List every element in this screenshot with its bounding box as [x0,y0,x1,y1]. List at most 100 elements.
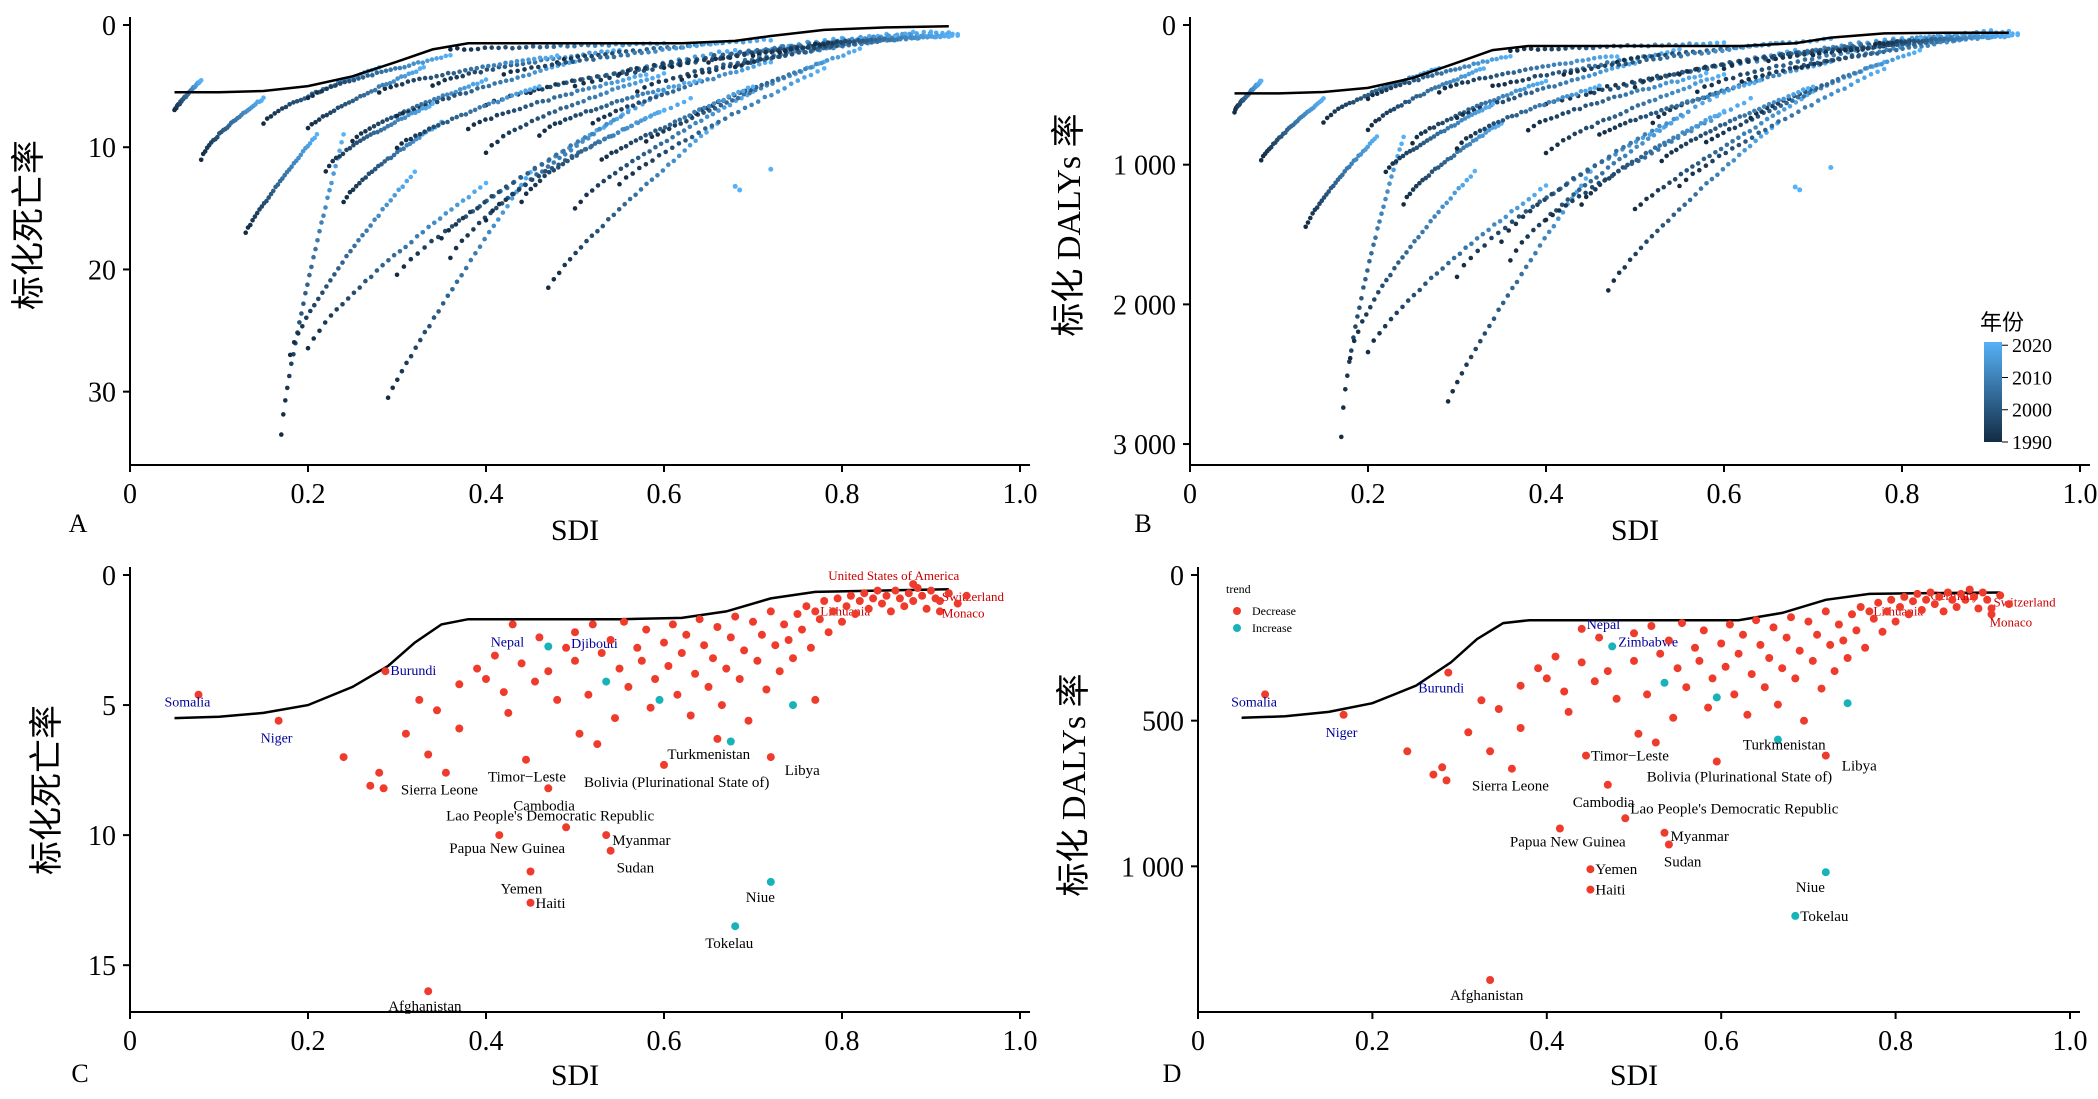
trajectory-dot [401,264,407,269]
country-point [490,651,499,660]
trajectory-dot [1543,78,1549,84]
country-label: Turkmenistan [667,747,750,763]
trajectory-dot [1403,99,1408,105]
trajectory-dot [554,152,559,158]
country-point [664,662,673,670]
trajectory-dot [1580,58,1585,63]
trajectory-dot [694,43,699,49]
trajectory-dot [408,353,414,359]
trajectory-dot [1972,34,1977,40]
trajectory-dot [1828,164,1834,170]
trajectory-dot [1857,69,1863,74]
trajectory-dot [1887,48,1893,53]
trajectory-dot [1543,150,1549,156]
trajectory-dot [1678,54,1684,59]
country-point [1477,696,1486,705]
trajectory-dot [615,130,621,135]
trajectory-dot [385,123,391,129]
trajectory-dot [580,87,586,92]
trajectory-dot [1568,70,1573,75]
trajectory-dot [1907,38,1913,44]
trajectory-dot [440,72,445,78]
country-point [757,630,766,639]
trajectory-dot [1662,111,1667,116]
trajectory-dot [1400,153,1406,159]
trajectory-dot [1635,55,1641,60]
trajectory-dot [1743,139,1748,144]
trajectory-dot [716,73,722,79]
country-label: Tokelau [705,936,754,952]
trajectory-dot [1384,110,1389,116]
trajectory-dot [841,53,846,58]
trajectory-dot [1583,88,1588,94]
trajectory-dot [671,158,677,164]
trajectory-dot [1753,125,1758,130]
trajectory-dot [1459,140,1464,145]
trajectory-dot [504,95,510,100]
trajectory-dot [449,224,455,229]
trajectory-dot [1799,65,1804,70]
country-point [660,760,668,769]
trajectory-dot [415,60,421,65]
country-point [651,675,660,683]
trajectory-dot [1712,113,1718,119]
country-point [927,586,935,595]
trajectory-dot [446,96,452,101]
expected-curve [174,24,949,94]
expected-curve [1234,31,2009,95]
trajectory-dot [1600,171,1605,176]
trajectory-dot [463,68,468,73]
trajectory-dot [503,78,509,83]
trajectory-dot [699,118,704,124]
trajectory-dot [382,126,387,131]
trajectory-dot [1444,117,1450,123]
country-point [691,669,700,678]
trajectory-dot [1644,239,1649,244]
trajectory-dot [1440,82,1445,87]
trajectory-dot [1569,92,1575,98]
trajectory-dot [1633,117,1638,123]
trajectory-dot [1497,219,1503,224]
country-point [1952,603,1961,611]
trajectory-dot [1873,63,1879,68]
trajectory-dot [1440,266,1445,271]
trajectory-dot [1455,77,1460,82]
trajectory-dot [711,76,716,82]
trajectory-dot [1715,172,1720,178]
expected-curve [1241,591,2001,720]
trajectory-dot [1324,115,1330,121]
trajectory-dot [557,155,562,161]
trajectory-dot [529,118,535,124]
trajectory-dot [388,84,394,90]
trajectory-dot [1436,84,1442,89]
trajectory-dot [276,108,281,114]
trajectory-dot [589,79,595,84]
trajectory-dot [1830,58,1836,63]
trajectory-dot [1723,150,1728,156]
trajectory-dot [1660,223,1666,228]
trajectory-dot [1458,148,1463,153]
country-point [1769,623,1778,632]
trajectory-dot [1461,262,1467,268]
country-point [891,586,900,595]
trajectory-dot [660,168,666,173]
trajectory-dot [1736,142,1742,148]
country-point [882,591,891,600]
trajectory-dot [620,78,626,83]
trajectory-dot [1656,52,1661,58]
country-point [544,667,553,676]
trajectory-dot [448,255,453,261]
trajectory-dot [1381,204,1386,210]
country-point [1730,690,1739,699]
trajectory-dot [1606,116,1612,121]
trajectory-dot [1736,152,1742,158]
trajectory-dot [333,163,338,169]
trajectory-dot [1474,236,1480,241]
trajectory-dot [316,117,322,122]
trajectory-dot [1675,133,1681,139]
trajectory-dot [1401,202,1406,207]
trajectory-dot [1731,158,1737,163]
trajectory-dot [565,44,570,49]
country-point [1577,624,1586,633]
